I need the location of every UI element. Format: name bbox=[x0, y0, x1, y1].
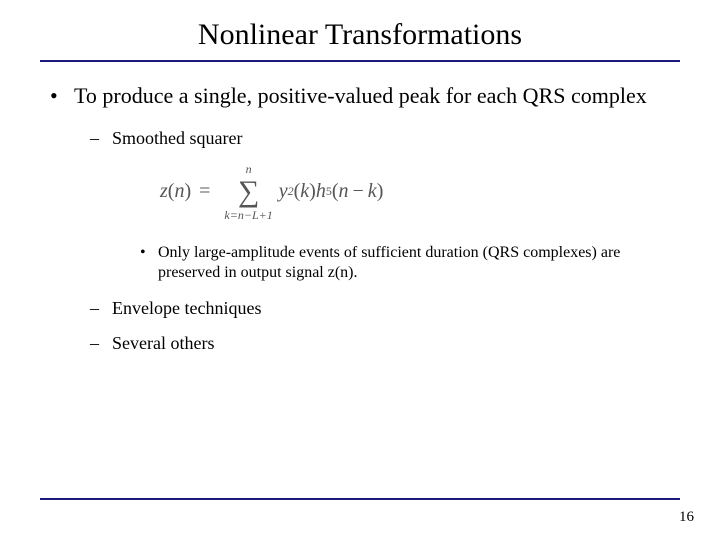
bullet-dot-icon: • bbox=[50, 82, 74, 110]
slide-title: Nonlinear Transformations bbox=[0, 0, 720, 60]
bullet-dot-icon: • bbox=[140, 243, 158, 285]
bullet-note: • Only large-amplitude events of suffici… bbox=[140, 243, 640, 285]
sum-upper: n bbox=[246, 163, 252, 175]
bullet-note-text: Only large-amplitude events of sufficien… bbox=[158, 243, 640, 285]
bullet-others: – Several others bbox=[90, 333, 670, 354]
bullet-main-text: To produce a single, positive-valued pea… bbox=[74, 82, 647, 110]
dash-icon: – bbox=[90, 333, 112, 354]
formula-h: h bbox=[316, 180, 326, 203]
bullet-sub2-text: Envelope techniques bbox=[112, 298, 261, 319]
formula-yarg: k bbox=[300, 180, 309, 203]
summation-icon: n ∑ k=n−L+1 bbox=[224, 163, 272, 221]
formula-lhs-arg: n bbox=[174, 180, 184, 203]
bullet-sub1-text: Smoothed squarer bbox=[112, 128, 242, 149]
formula-y: y bbox=[279, 180, 288, 203]
formula-lhs-var: z bbox=[160, 180, 168, 203]
dash-icon: – bbox=[90, 128, 112, 149]
bullet-envelope: – Envelope techniques bbox=[90, 298, 670, 319]
sum-lower: k=n−L+1 bbox=[224, 209, 272, 221]
content-area: • To produce a single, positive-valued p… bbox=[0, 62, 720, 354]
bullet-smoothed-squarer: – Smoothed squarer bbox=[90, 128, 670, 149]
bullet-main: • To produce a single, positive-valued p… bbox=[50, 82, 670, 110]
dash-icon: – bbox=[90, 298, 112, 319]
formula-harg1: n bbox=[339, 180, 349, 203]
formula-smoothed-squarer: z(n) = n ∑ k=n−L+1 y2(k)h5(n−k) bbox=[160, 163, 670, 221]
bottom-rule bbox=[40, 498, 680, 500]
bullet-sub3-text: Several others bbox=[112, 333, 214, 354]
formula-harg2: k bbox=[368, 180, 377, 203]
page-number: 16 bbox=[679, 509, 694, 526]
